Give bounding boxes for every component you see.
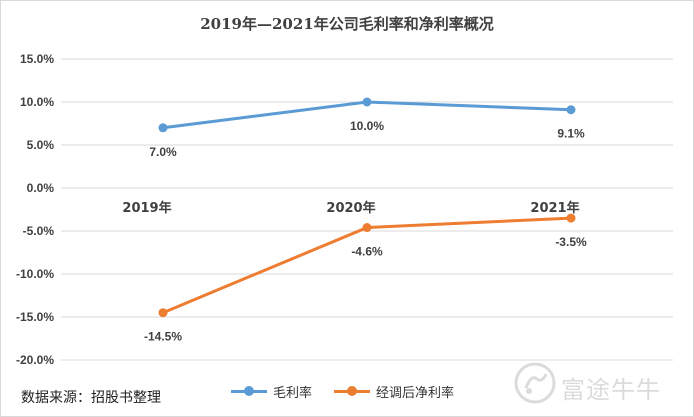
line-chart: 15.0% 10.0% 5.0% 0.0% -5.0% -10.0% -15.0% -20.0…	[16, 52, 673, 367]
data-point	[362, 223, 372, 233]
y-tick-label: 0.0%	[27, 181, 55, 195]
data-label: -4.6%	[351, 245, 383, 259]
chart-title: 2019年—2021年公司毛利率和净利率概况	[200, 15, 494, 33]
y-tick-label: -20.0%	[16, 353, 54, 367]
legend-swatch-net-margin	[334, 384, 371, 398]
series-line-1	[161, 216, 573, 315]
source-note: 数据来源：招股书整理	[21, 390, 161, 406]
legend-swatch-gross-margin	[231, 384, 267, 398]
data-point	[158, 308, 168, 318]
watermark-text: 富途牛牛	[561, 376, 661, 404]
x-tick-label: 2021年	[530, 200, 579, 216]
y-tick-label: 15.0%	[20, 52, 54, 66]
legend: 毛利率 经调后净利率	[231, 379, 476, 403]
data-label: 7.0%	[149, 145, 177, 159]
data-label: 10.0%	[350, 119, 384, 133]
data-label: -14.5%	[144, 330, 182, 344]
legend-label-gross-margin: 毛利率	[273, 385, 313, 401]
y-tick-label: 10.0%	[20, 95, 54, 109]
legend-item-net-margin: 经调后净利率	[334, 382, 454, 401]
futu-logo-icon	[514, 362, 556, 404]
x-tick-label: 2020年	[326, 200, 375, 216]
data-point	[566, 213, 576, 223]
y-tick-label: -15.0%	[16, 310, 54, 324]
y-tick-label: -5.0%	[23, 224, 55, 238]
data-label: -3.5%	[555, 235, 587, 249]
y-tick-label: 5.0%	[27, 138, 55, 152]
data-point	[362, 97, 372, 107]
data-point	[158, 123, 168, 133]
watermark: 富途牛牛	[513, 361, 693, 409]
x-tick-label: 2019年	[122, 200, 171, 216]
data-label: 9.1%	[557, 127, 585, 141]
legend-label-net-margin: 经调后净利率	[376, 385, 455, 401]
y-tick-label: -10.0%	[16, 267, 54, 281]
data-point	[566, 105, 576, 115]
legend-item-gross-margin: 毛利率	[231, 382, 312, 401]
